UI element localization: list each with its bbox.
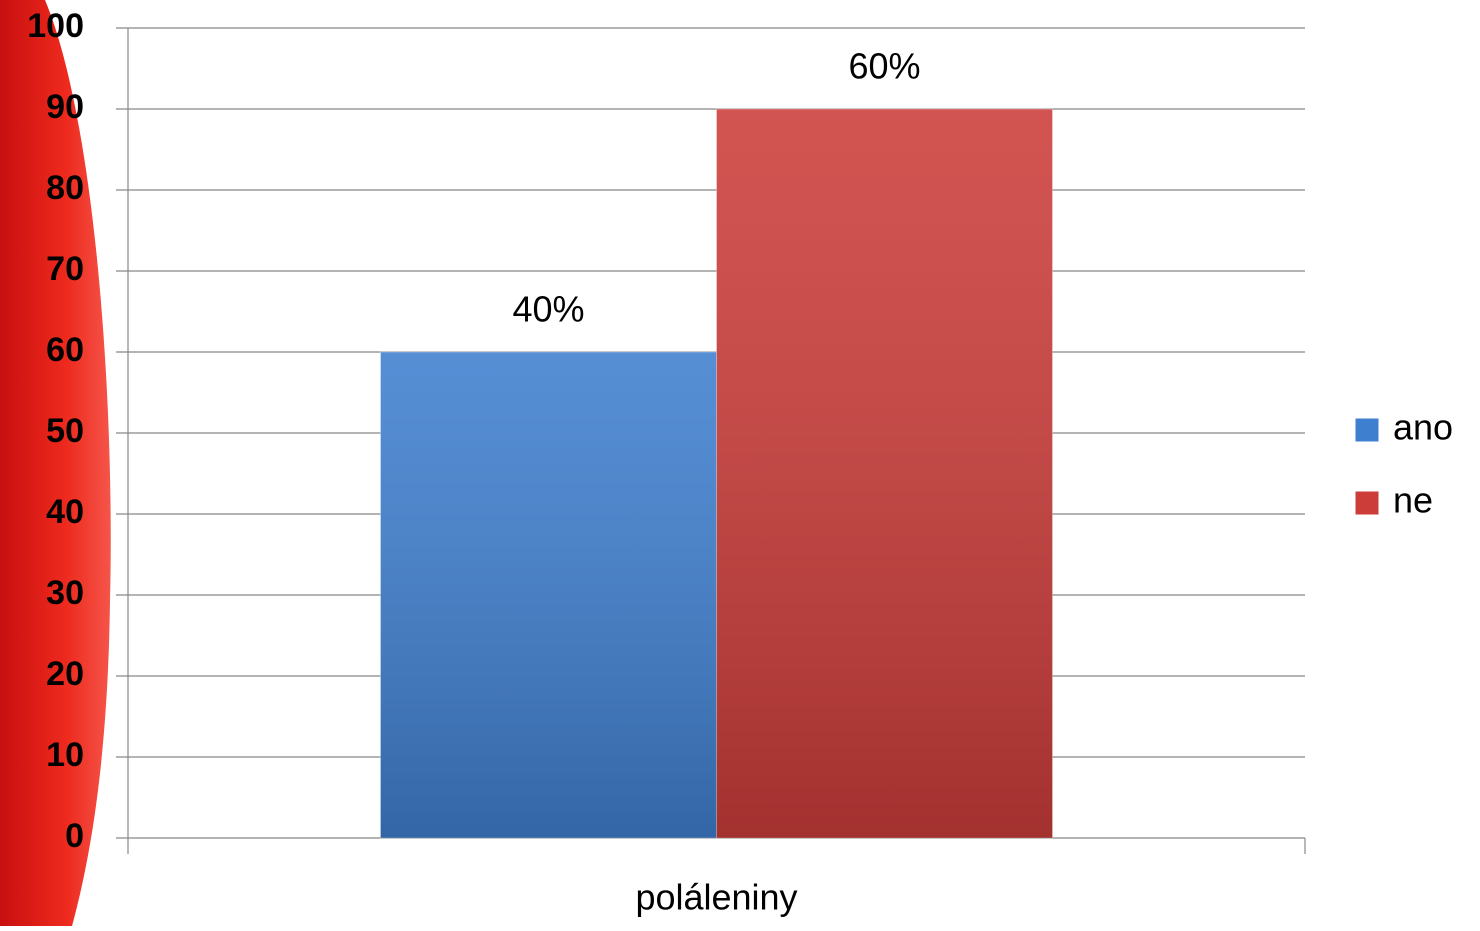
legend-label: ne	[1393, 480, 1433, 521]
y-tick-label: 80	[46, 169, 84, 207]
y-tick-label: 30	[46, 574, 84, 612]
annotation: 60%	[848, 46, 920, 87]
y-tick-label: 20	[46, 655, 84, 693]
y-tick-label: 60	[46, 331, 84, 369]
bar-shade	[380, 352, 717, 838]
bar-shade	[716, 109, 1053, 838]
legend-swatch	[1354, 490, 1380, 516]
y-tick-label: 50	[46, 412, 84, 450]
legend-swatch	[1354, 417, 1380, 443]
decoration	[0, 0, 111, 926]
legend-label: ano	[1393, 407, 1453, 448]
y-tick-label: 40	[46, 493, 84, 531]
y-tick-label: 10	[46, 736, 84, 774]
y-tick-label: 90	[46, 88, 84, 126]
y-tick-label: 100	[27, 7, 84, 45]
annotation: 40%	[512, 289, 584, 330]
y-tick-label: 0	[65, 817, 84, 855]
x-tick-label: poláleniny	[635, 877, 797, 918]
plot: 0 10 20 30 40 50 60 70 80 90 100 poláleniny 40% 60% an…	[27, 7, 1453, 918]
y-tick-label: 70	[46, 250, 84, 288]
